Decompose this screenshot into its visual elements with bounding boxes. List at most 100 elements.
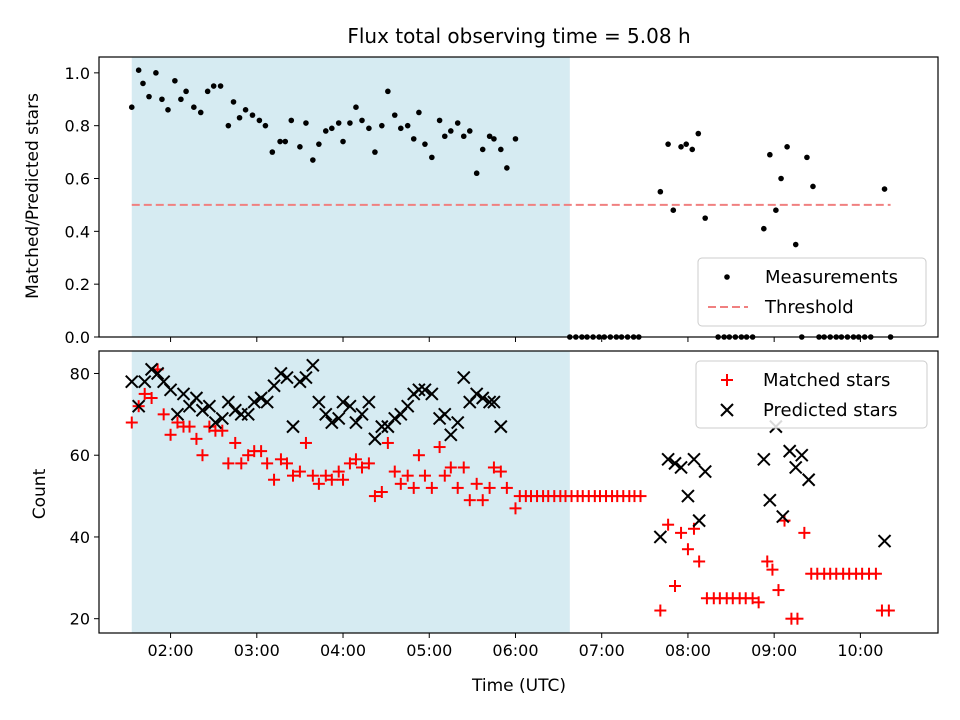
bottom-predicted-stars-point-56 bbox=[482, 395, 497, 409]
top-measurements-point-11 bbox=[197, 109, 204, 116]
bottom-matched-stars-point-84 bbox=[662, 518, 675, 531]
top-measurements-point-32 bbox=[335, 120, 342, 126]
bottom-predicted-stars-point-13 bbox=[208, 415, 223, 430]
bottom-matched-stars-point-38 bbox=[368, 490, 381, 503]
bottom-predicted-stars-point-72 bbox=[789, 460, 803, 475]
bottom-predicted-stars-point-49 bbox=[438, 407, 452, 422]
bottom-matched-stars-point-21 bbox=[261, 457, 274, 470]
top-measurements-point-9 bbox=[183, 88, 189, 95]
bottom-predicted-stars-point-8 bbox=[176, 387, 191, 401]
top-measurements-point-20 bbox=[256, 117, 263, 124]
bottom-x-tick-label-7: 09:00 bbox=[751, 641, 797, 660]
bottom-matched-stars-point-14 bbox=[216, 424, 229, 437]
bottom-x-tick-label-5: 07:00 bbox=[579, 641, 625, 660]
bottom-matched-stars-point-55 bbox=[476, 494, 489, 507]
bottom-legend: Matched stars Predicted stars bbox=[695, 360, 928, 429]
top-measurements-point-47 bbox=[429, 154, 435, 161]
bottom-predicted-stars-point-55 bbox=[476, 391, 490, 405]
top-measurements-point-22 bbox=[269, 149, 276, 155]
bottom-matched-stars-point-25 bbox=[287, 469, 300, 482]
bottom-predicted-stars-point-1 bbox=[131, 399, 146, 413]
top-measurements-point-39 bbox=[379, 122, 385, 129]
top-measurements-point-94 bbox=[792, 241, 799, 248]
top-measurements-point-56 bbox=[486, 133, 493, 140]
legend-matched-label: Matched stars bbox=[763, 370, 890, 391]
bottom-predicted-stars-point-21 bbox=[260, 395, 274, 409]
bottom-matched-stars-point-45 bbox=[412, 449, 425, 462]
top-legend: Measurements Threshold bbox=[697, 257, 927, 327]
bottom-predicted-stars-point-43 bbox=[400, 399, 415, 413]
bottom-y-axis-title: Count bbox=[30, 468, 50, 519]
bottom-predicted-stars-point-24 bbox=[280, 370, 294, 385]
bottom-matched-stars-point-17 bbox=[235, 457, 248, 470]
bottom-predicted-stars-point-26 bbox=[293, 374, 307, 389]
bottom-predicted-stars-point-19 bbox=[247, 395, 261, 409]
top-legend-box bbox=[697, 257, 927, 327]
legend-measurements-label: Measurements bbox=[765, 267, 898, 288]
top-measurements-point-90 bbox=[767, 151, 773, 158]
bottom-predicted-stars-point-2 bbox=[137, 374, 152, 389]
bottom-matched-stars-point-29 bbox=[312, 477, 325, 490]
top-measurements-point-44 bbox=[410, 136, 417, 142]
bottom-predicted-stars-point-14 bbox=[215, 411, 230, 426]
top-measurements-point-30 bbox=[322, 128, 329, 134]
bottom-y-tick-label-0: 20 bbox=[70, 610, 90, 629]
top-measurements-point-74 bbox=[657, 188, 664, 195]
top-measurements-point-37 bbox=[366, 125, 372, 132]
top-measurements-point-2 bbox=[140, 80, 146, 87]
bottom-matched-stars-point-100 bbox=[766, 563, 779, 576]
bottom-predicted-stars-point-59 bbox=[653, 530, 668, 544]
bottom-predicted-stars-point-73 bbox=[795, 448, 809, 462]
top-measurements-point-57 bbox=[491, 136, 497, 142]
top-measurements-point-75 bbox=[665, 141, 671, 147]
bottom-predicted-stars-point-75 bbox=[877, 534, 892, 548]
bottom-predicted-stars-point-3 bbox=[144, 362, 159, 377]
bottom-predicted-stars-point-25 bbox=[286, 419, 300, 434]
legend-threshold-label: Threshold bbox=[764, 297, 854, 318]
bottom-predicted-stars-point-74 bbox=[801, 473, 816, 487]
top-measurements-point-43 bbox=[404, 122, 411, 129]
top-measurements-point-45 bbox=[416, 109, 422, 116]
bottom-matched-stars-point-40 bbox=[381, 436, 394, 449]
bottom-predicted-stars-point-10 bbox=[189, 391, 204, 405]
top-measurements-point-8 bbox=[178, 96, 184, 103]
top-measurements-point-46 bbox=[422, 141, 428, 147]
bottom-matched-stars-point-3 bbox=[145, 392, 158, 404]
bottom-y-tick-label-1: 40 bbox=[70, 528, 90, 547]
bottom-predicted-stars-point-38 bbox=[368, 432, 382, 446]
top-y-tick-label-4: 0.8 bbox=[65, 117, 90, 136]
bottom-predicted-stars-point-12 bbox=[202, 399, 217, 413]
bottom-matched-stars-point-44 bbox=[407, 481, 420, 494]
top-measurements-point-38 bbox=[372, 149, 378, 155]
top-measurements-point-93 bbox=[784, 144, 790, 150]
top-measurements-point-6 bbox=[165, 107, 171, 113]
bottom-matched-stars-point-30 bbox=[319, 469, 332, 482]
bottom-matched-stars-point-101 bbox=[772, 584, 785, 597]
bottom-predicted-stars-point-36 bbox=[355, 407, 369, 422]
bottom-predicted-stars-point-4 bbox=[150, 366, 165, 381]
bottom-matched-stars-point-41 bbox=[388, 465, 401, 478]
bottom-predicted-stars-point-68 bbox=[763, 493, 777, 507]
bottom-matched-stars-point-16 bbox=[229, 436, 242, 449]
top-measurements-point-5 bbox=[159, 96, 165, 103]
bottom-matched-stars-point-47 bbox=[425, 481, 438, 494]
bottom-predicted-stars-point-7 bbox=[170, 407, 185, 422]
top-measurements-point-31 bbox=[329, 125, 335, 132]
bottom-x-tick-label-8: 10:00 bbox=[837, 641, 883, 660]
top-plot-frame bbox=[98, 56, 939, 338]
top-measurements-point-40 bbox=[385, 88, 391, 95]
top-measurements-point-77 bbox=[678, 144, 684, 150]
bottom-matched-stars-point-37 bbox=[362, 457, 375, 470]
top-measurements-point-34 bbox=[347, 120, 353, 126]
top-measurements-point-48 bbox=[436, 117, 443, 124]
bottom-predicted-stars-point-50 bbox=[444, 428, 458, 442]
bottom-matched-stars-point-105 bbox=[798, 526, 811, 539]
bottom-predicted-stars-point-45 bbox=[412, 383, 426, 397]
top-y-tick-label-3: 0.6 bbox=[65, 170, 90, 189]
bottom-matched-stars-point-99 bbox=[761, 555, 774, 568]
bottom-y-tick-label-3: 80 bbox=[70, 364, 90, 383]
bottom-predicted-stars-point-71 bbox=[782, 444, 797, 458]
bottom-matched-stars-point-23 bbox=[274, 453, 287, 466]
top-y-tick-label-0: 0.0 bbox=[65, 328, 90, 347]
